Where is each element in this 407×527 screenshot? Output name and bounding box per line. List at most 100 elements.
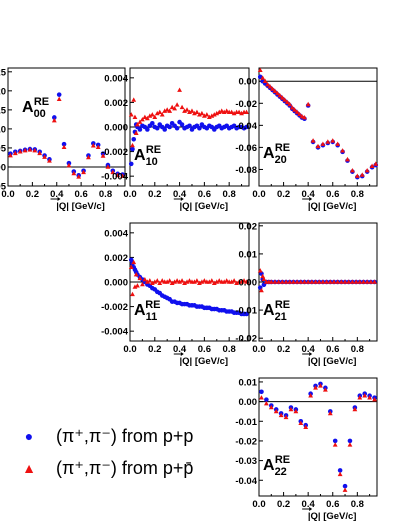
data-point-triangle [81, 169, 86, 175]
plot-frame [258, 67, 378, 187]
data-point-triangle [270, 86, 275, 91]
data-point-triangle [259, 395, 264, 400]
data-point-triangle [342, 487, 348, 492]
data-point-triangle [219, 108, 225, 113]
data-point-triangle [257, 268, 263, 273]
y-tick-label: -0.04 [235, 476, 257, 487]
data-point-triangle [149, 280, 155, 286]
panel-label-sub: 11 [146, 311, 158, 323]
data-point-triangle [302, 279, 307, 284]
data-point-circle [337, 468, 343, 473]
y-tick-label: 0.000 [104, 123, 128, 134]
data-point-triangle [342, 279, 348, 284]
data-point-triangle [276, 279, 282, 284]
panel-label: A10RE [134, 144, 161, 168]
data-point-triangle [244, 279, 249, 284]
series-pp [128, 119, 249, 167]
data-point-circle [332, 438, 338, 444]
data-point-triangle [361, 279, 366, 284]
data-point-triangle [174, 102, 180, 107]
x-tick-label: 0.0 [252, 499, 265, 510]
plot-frame [7, 67, 126, 187]
data-point-triangle [216, 278, 222, 283]
series-ppbar [128, 259, 249, 297]
x-tick-label: 0.2 [148, 344, 161, 355]
data-point-triangle [284, 99, 290, 104]
data-point-triangle [187, 278, 192, 283]
data-point-triangle [192, 279, 197, 284]
x-tick-label: 0.0 [252, 189, 265, 200]
series-ppbar [259, 383, 377, 492]
panel-label-main: A [22, 99, 34, 116]
data-point-circle [187, 123, 192, 129]
panel-A22: 0.0 0.2 0.4 0.6 0.8|Q| [GeV/c] -0.04 -0.03 -0.0… [235, 377, 378, 522]
data-point-triangle [51, 117, 57, 123]
x-tick-label: 0.6 [326, 189, 339, 200]
y-tick-label: -0.02 [235, 334, 257, 345]
data-point-triangle [144, 279, 150, 284]
data-point-triangle [302, 115, 307, 120]
data-point-triangle [135, 283, 140, 288]
panel-label-sup: RE [275, 454, 290, 466]
legend-marker-circle: ● [24, 428, 34, 444]
panel-label: A22RE [263, 454, 290, 478]
data-point-triangle [132, 284, 138, 289]
panel-label-main: A [263, 302, 275, 319]
y-tick-label: 0.000 [104, 278, 128, 289]
data-point-triangle [179, 104, 185, 110]
data-point-triangle [56, 96, 62, 102]
data-point-triangle [199, 279, 205, 284]
y-tick-label: 1.10 [0, 124, 6, 135]
data-point-triangle [199, 110, 205, 116]
data-point-triangle [308, 393, 314, 398]
data-point-triangle [272, 88, 278, 93]
legend-label-ppbar: (π⁺,π⁻) from p+p̄ [56, 457, 194, 478]
y-tick-label: 0.00 [239, 77, 258, 88]
x-axis-label: |Q| [GeV/c] [179, 201, 228, 212]
data-point-triangle [32, 148, 38, 153]
data-point-triangle [332, 442, 338, 447]
panel-A10: 0.0 0.2 0.4 0.6 0.8|Q| [GeV/c]-0.004-0.0020.… [101, 67, 250, 212]
y-tick-label: -0.02 [235, 436, 257, 447]
x-tick-label: 0.8 [223, 189, 236, 200]
y-tick-label: 0.002 [104, 253, 128, 264]
panel-label: A00RE [22, 96, 49, 120]
data-point-triangle [105, 164, 111, 169]
data-point-triangle [316, 279, 322, 284]
data-point-triangle [364, 167, 370, 173]
data-point-triangle [137, 119, 143, 124]
data-point-triangle [194, 109, 200, 115]
data-point-triangle [167, 278, 173, 283]
data-point-triangle [335, 141, 341, 146]
data-point-triangle [241, 278, 247, 283]
data-point-triangle [144, 115, 150, 121]
data-point-triangle [368, 279, 374, 284]
data-point-triangle [313, 385, 318, 390]
data-point-triangle [305, 101, 311, 107]
data-point-triangle [261, 276, 267, 281]
data-point-triangle [287, 279, 293, 284]
data-point-triangle [346, 279, 352, 284]
data-point-triangle [320, 141, 326, 146]
data-point-triangle [169, 280, 175, 286]
data-point-triangle [327, 410, 333, 416]
data-point-triangle [177, 87, 182, 92]
data-point-triangle [231, 278, 237, 283]
x-axis-label: |Q| [GeV/c] [179, 356, 228, 367]
panel-A21: 0.0 0.2 0.4 0.6 0.8|Q| [GeV/c] -0.02 -0.01 0.00… [235, 221, 378, 367]
data-point-triangle [327, 279, 333, 284]
data-point-triangle [372, 397, 377, 402]
data-point-triangle [265, 81, 271, 87]
data-point-triangle [66, 162, 72, 168]
data-point-triangle [373, 161, 379, 166]
data-point-triangle [229, 109, 235, 115]
data-point-triangle [229, 279, 235, 284]
data-point-circle [167, 124, 172, 130]
panel-label-sup: RE [145, 299, 160, 311]
data-point-triangle [257, 67, 263, 73]
y-tick-label: 1.00 [0, 162, 6, 173]
data-point-triangle [231, 110, 237, 116]
data-point-triangle [187, 109, 192, 115]
data-point-circle [128, 161, 134, 167]
data-point-triangle [372, 279, 377, 284]
